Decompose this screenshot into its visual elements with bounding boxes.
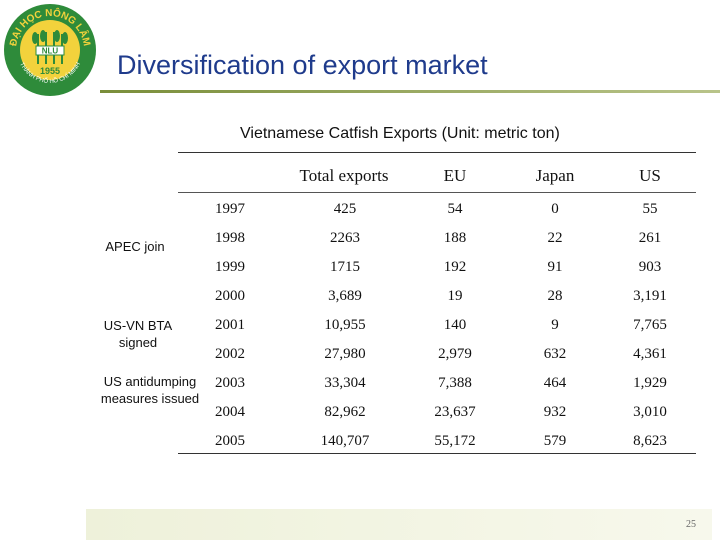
us-cell: 7,765	[633, 317, 667, 333]
note-apec-join: APEC join	[105, 239, 165, 254]
header-japan: Japan	[535, 166, 575, 185]
total-cell: 2263	[330, 230, 360, 246]
total-cell: 33,304	[324, 375, 366, 391]
us-cell: 261	[638, 230, 662, 246]
header-total-exports: Total exports	[299, 166, 389, 185]
us-cell: 3,010	[633, 404, 667, 420]
header-us: US	[639, 166, 661, 185]
total-cell: 140,707	[320, 433, 370, 449]
title-divider	[100, 90, 720, 93]
year-cell: 1997	[215, 201, 245, 217]
university-logo: ĐẠI HỌC NÔNG LÂM THÀNH PHỐ HỒ CHÍ MINH N…	[4, 4, 96, 96]
us-cell: 4,361	[633, 346, 667, 362]
us-cell: 3,191	[633, 288, 667, 304]
logo-badge: NLU	[42, 47, 59, 56]
total-cell: 1715	[330, 259, 360, 275]
year-cell: 2005	[215, 433, 245, 449]
year-cell: 2001	[215, 317, 245, 333]
note-us-antidumping: US antidumping measures issued	[88, 373, 212, 407]
slide-footer: 25	[86, 509, 712, 540]
note-us-vn-bta: US-VN BTA signed	[88, 317, 188, 351]
year-cell: 2004	[215, 404, 245, 420]
us-cell: 8,623	[633, 433, 667, 449]
eu-cell: 23,637	[434, 404, 476, 420]
japan-cell: 28	[547, 288, 563, 304]
table-caption: Vietnamese Catfish Exports (Unit: metric…	[240, 125, 560, 142]
year-cell: 2000	[215, 288, 245, 304]
table-bottom-rule	[178, 453, 696, 454]
japan-cell: 632	[543, 346, 567, 362]
table-header-rule	[178, 192, 696, 193]
page-number: 25	[686, 519, 696, 530]
eu-cell: 188	[443, 230, 467, 246]
eu-cell: 140	[443, 317, 467, 333]
japan-cell: 9	[551, 317, 559, 333]
slide-title: Diversification of export market	[117, 50, 488, 80]
us-cell: 1,929	[633, 375, 667, 391]
japan-cell: 932	[543, 404, 567, 420]
japan-cell: 464	[543, 375, 567, 391]
year-cell: 1998	[215, 230, 245, 246]
total-cell: 27,980	[324, 346, 366, 362]
year-cell: 1999	[215, 259, 245, 275]
table-top-rule	[178, 152, 696, 153]
eu-cell: 7,388	[438, 375, 472, 391]
eu-cell: 2,979	[438, 346, 472, 362]
japan-cell: 579	[543, 433, 567, 449]
total-cell: 10,955	[324, 317, 366, 333]
total-cell: 82,962	[324, 404, 366, 420]
japan-cell: 22	[547, 230, 563, 246]
note-antidumping-line2: measures issued	[100, 391, 200, 406]
japan-cell: 91	[547, 259, 563, 275]
year-cell: 2002	[215, 346, 245, 362]
total-cell: 425	[333, 201, 357, 217]
logo-year: 1955	[40, 66, 60, 76]
eu-cell: 19	[447, 288, 463, 304]
us-cell: 55	[642, 201, 658, 217]
japan-cell: 0	[551, 201, 559, 217]
note-bta-line1: US-VN BTA	[103, 318, 173, 333]
year-cell: 2003	[215, 375, 245, 391]
eu-cell: 55,172	[434, 433, 476, 449]
note-bta-line2: signed	[118, 335, 158, 350]
eu-cell: 192	[443, 259, 467, 275]
total-cell: 3,689	[328, 288, 362, 304]
header-eu: EU	[443, 166, 467, 185]
us-cell: 903	[638, 259, 662, 275]
note-antidumping-line1: US antidumping	[103, 374, 197, 389]
eu-cell: 54	[447, 201, 463, 217]
